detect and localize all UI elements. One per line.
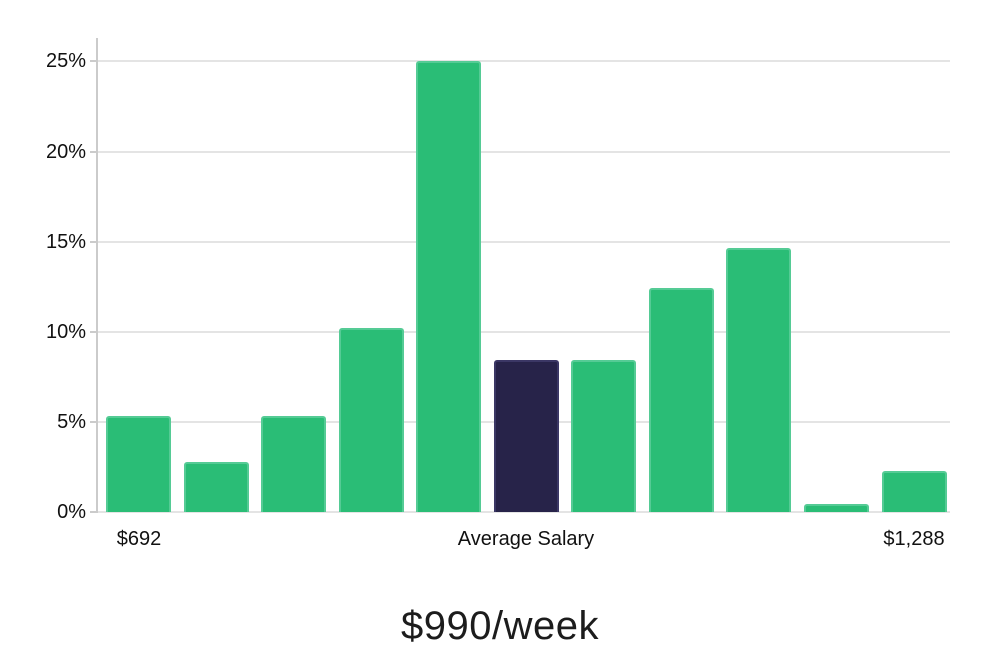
y-axis-tick	[90, 420, 97, 423]
gridline	[97, 240, 950, 243]
y-tick-label: 0%	[57, 501, 86, 523]
x-tick-label: $692	[116, 528, 162, 550]
gridline	[97, 150, 950, 153]
x-tick-label: Average Salary	[457, 528, 595, 550]
y-tick-label: 5%	[57, 410, 86, 433]
y-tick-label: 25%	[45, 50, 86, 73]
bar	[339, 328, 404, 512]
bar	[261, 416, 326, 512]
bar	[416, 61, 481, 512]
y-tick-label: 20%	[45, 140, 86, 163]
bar	[184, 462, 249, 512]
average-salary-bar	[494, 360, 559, 512]
gridline	[97, 511, 950, 513]
bar	[106, 416, 171, 512]
y-axis-tick	[90, 240, 97, 243]
bar	[726, 248, 791, 512]
bar	[882, 471, 947, 512]
bar	[649, 288, 714, 512]
gridline	[97, 60, 950, 63]
gridline	[97, 330, 950, 333]
x-tick-label: $1,288	[883, 528, 945, 550]
y-tick-label: 10%	[45, 320, 86, 343]
y-tick-label: 15%	[45, 230, 86, 253]
y-axis-tick	[90, 330, 97, 333]
bar	[804, 504, 869, 512]
bar	[571, 360, 636, 512]
y-axis-tick	[90, 60, 97, 63]
y-axis-tick	[90, 511, 97, 513]
y-axis-line	[96, 38, 98, 513]
average-salary-caption: $990/week	[401, 604, 599, 648]
y-axis-tick	[90, 150, 97, 153]
